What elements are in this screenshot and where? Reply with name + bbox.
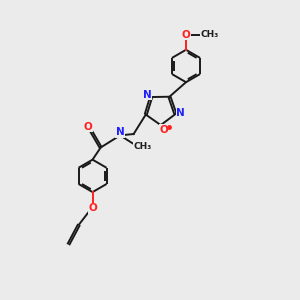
Text: N: N xyxy=(176,109,185,118)
Text: O: O xyxy=(83,122,92,131)
Text: CH₃: CH₃ xyxy=(133,142,152,151)
Text: O: O xyxy=(182,30,190,40)
Text: CH₃: CH₃ xyxy=(200,31,218,40)
Text: N: N xyxy=(143,90,152,100)
Text: O: O xyxy=(88,203,97,213)
Text: O: O xyxy=(159,125,168,135)
Text: N: N xyxy=(116,128,124,137)
